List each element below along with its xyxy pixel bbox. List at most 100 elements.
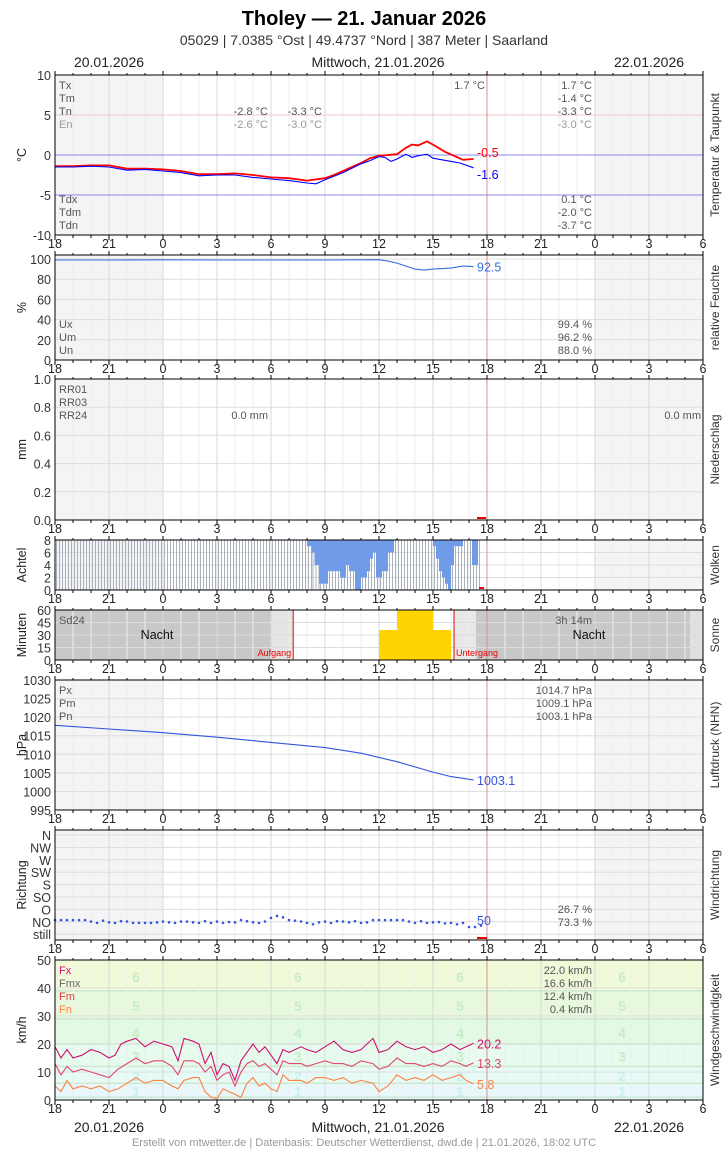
beaufort-label: 6 (294, 969, 302, 985)
x-tick-label: 6 (268, 362, 275, 376)
wind-direction-point (155, 921, 159, 924)
x-tick-label: 3 (214, 522, 221, 536)
x-tick-label: 12 (372, 237, 386, 251)
y-tick-label: NO (32, 916, 51, 930)
y-tick-label: 2 (44, 572, 51, 586)
clear-sky-bar (355, 540, 358, 590)
stat-label: Tm (59, 93, 75, 105)
wind-direction-point (191, 921, 195, 924)
x-tick-label: 12 (372, 362, 386, 376)
y-tick-label: 100 (30, 253, 51, 267)
x-tick-label: 0 (160, 662, 167, 676)
y-axis-label: Minuten (15, 613, 29, 658)
beaufort-label: 6 (618, 969, 626, 985)
stat-label: Sd24 (59, 615, 85, 627)
x-tick-label: 21 (534, 942, 548, 956)
fm-line (54, 1057, 474, 1088)
stat-value: 0.4 km/h (550, 1004, 592, 1016)
beaufort-label: 1 (456, 1084, 464, 1100)
dew-current-value: -1.6 (477, 168, 499, 182)
wind-direction-point (407, 920, 411, 923)
beaufort-label: 5 (294, 998, 302, 1014)
x-tick-label: 15 (426, 362, 440, 376)
humidity-current-value: 92.5 (477, 261, 501, 275)
y-tick-label: 15 (37, 642, 51, 656)
stat-value: 0.1 °C (561, 194, 592, 206)
y-axis-label: Achtel (15, 548, 29, 583)
wind-direction-point (209, 921, 213, 925)
x-tick-label: 0 (160, 362, 167, 376)
x-tick-label: 6 (268, 237, 275, 251)
x-tick-label: 21 (102, 362, 116, 376)
wind-direction-point (425, 921, 429, 925)
fn-line (54, 1073, 474, 1100)
beaufort-label: 4 (132, 1025, 140, 1041)
y-tick-label: 1015 (23, 730, 51, 744)
clear-sky-bar (340, 540, 343, 578)
wind-direction-point (65, 918, 69, 922)
wind-direction-point (137, 921, 141, 925)
date-left: 20.01.2026 (74, 54, 144, 70)
wind-direction-point (419, 919, 423, 923)
footer-credits: Erstellt von mtwetter.de | Datenbasis: D… (132, 1137, 596, 1149)
wind-direction-point (449, 921, 453, 925)
x-tick-label: 12 (372, 592, 386, 606)
clear-sky-bar (433, 540, 436, 547)
page-title: Tholey — 21. Januar 2026 (242, 8, 487, 30)
x-tick-label: 9 (322, 1102, 329, 1116)
y-tick-label: 40 (37, 982, 51, 996)
wind-direction-point (113, 921, 117, 925)
x-tick-label: 9 (322, 942, 329, 956)
stat-value: -2.8 °C (234, 106, 268, 118)
clear-sky-bar (314, 540, 318, 565)
y-tick-label: 0.0 (34, 514, 51, 528)
x-tick-label: 0 (160, 237, 167, 251)
x-tick-label: 15 (426, 812, 440, 826)
x-tick-label: 21 (102, 592, 116, 606)
stat-value: -3.3 °C (288, 106, 322, 118)
stat-value: 1009.1 hPa (536, 698, 593, 710)
x-tick-label: 6 (268, 1102, 275, 1116)
beaufort-label: 2 (294, 1068, 302, 1084)
x-tick-label: 6 (700, 812, 707, 826)
y-tick-label: -10 (33, 229, 51, 243)
y-tick-label: 80 (37, 273, 51, 287)
stat-value: -1.4 °C (558, 93, 592, 105)
y-tick-label: 20 (37, 334, 51, 348)
x-tick-label: 6 (700, 662, 707, 676)
clear-sky-bar (307, 540, 310, 547)
wind-direction-point (95, 921, 99, 925)
x-tick-label: 3 (646, 237, 653, 251)
clear-sky-bar (331, 540, 334, 572)
x-tick-label: 3 (646, 522, 653, 536)
y-tick-label: 30 (37, 629, 51, 643)
wind-direction-point (383, 918, 387, 922)
night-label: Nacht (573, 628, 606, 642)
x-tick-label: 15 (426, 592, 440, 606)
x-tick-label: 12 (372, 522, 386, 536)
y-tick-label: 50 (37, 954, 51, 968)
night-label: Nacht (141, 628, 174, 642)
x-tick-label: 21 (102, 1102, 116, 1116)
stat-value: -2.6 °C (234, 119, 268, 131)
wind-direction-point (431, 921, 435, 924)
x-tick-label: 18 (48, 662, 62, 676)
clear-sky-bar (385, 540, 388, 572)
x-tick-label: 21 (102, 942, 116, 956)
x-tick-label: 9 (322, 812, 329, 826)
clear-sky-bar (475, 540, 478, 565)
date-right: 22.01.2026 (614, 54, 684, 70)
x-tick-label: 3 (646, 942, 653, 956)
y-tick-label: 10 (37, 1066, 51, 1080)
x-tick-label: 6 (700, 942, 707, 956)
wind-direction-point (443, 922, 447, 925)
x-tick-label: 0 (592, 942, 599, 956)
panel-title: Wolken (708, 545, 722, 585)
x-tick-label: 6 (268, 522, 275, 536)
wind-direction-point (275, 914, 279, 918)
y-tick-label: 0 (44, 354, 51, 368)
x-tick-label: 3 (214, 942, 221, 956)
